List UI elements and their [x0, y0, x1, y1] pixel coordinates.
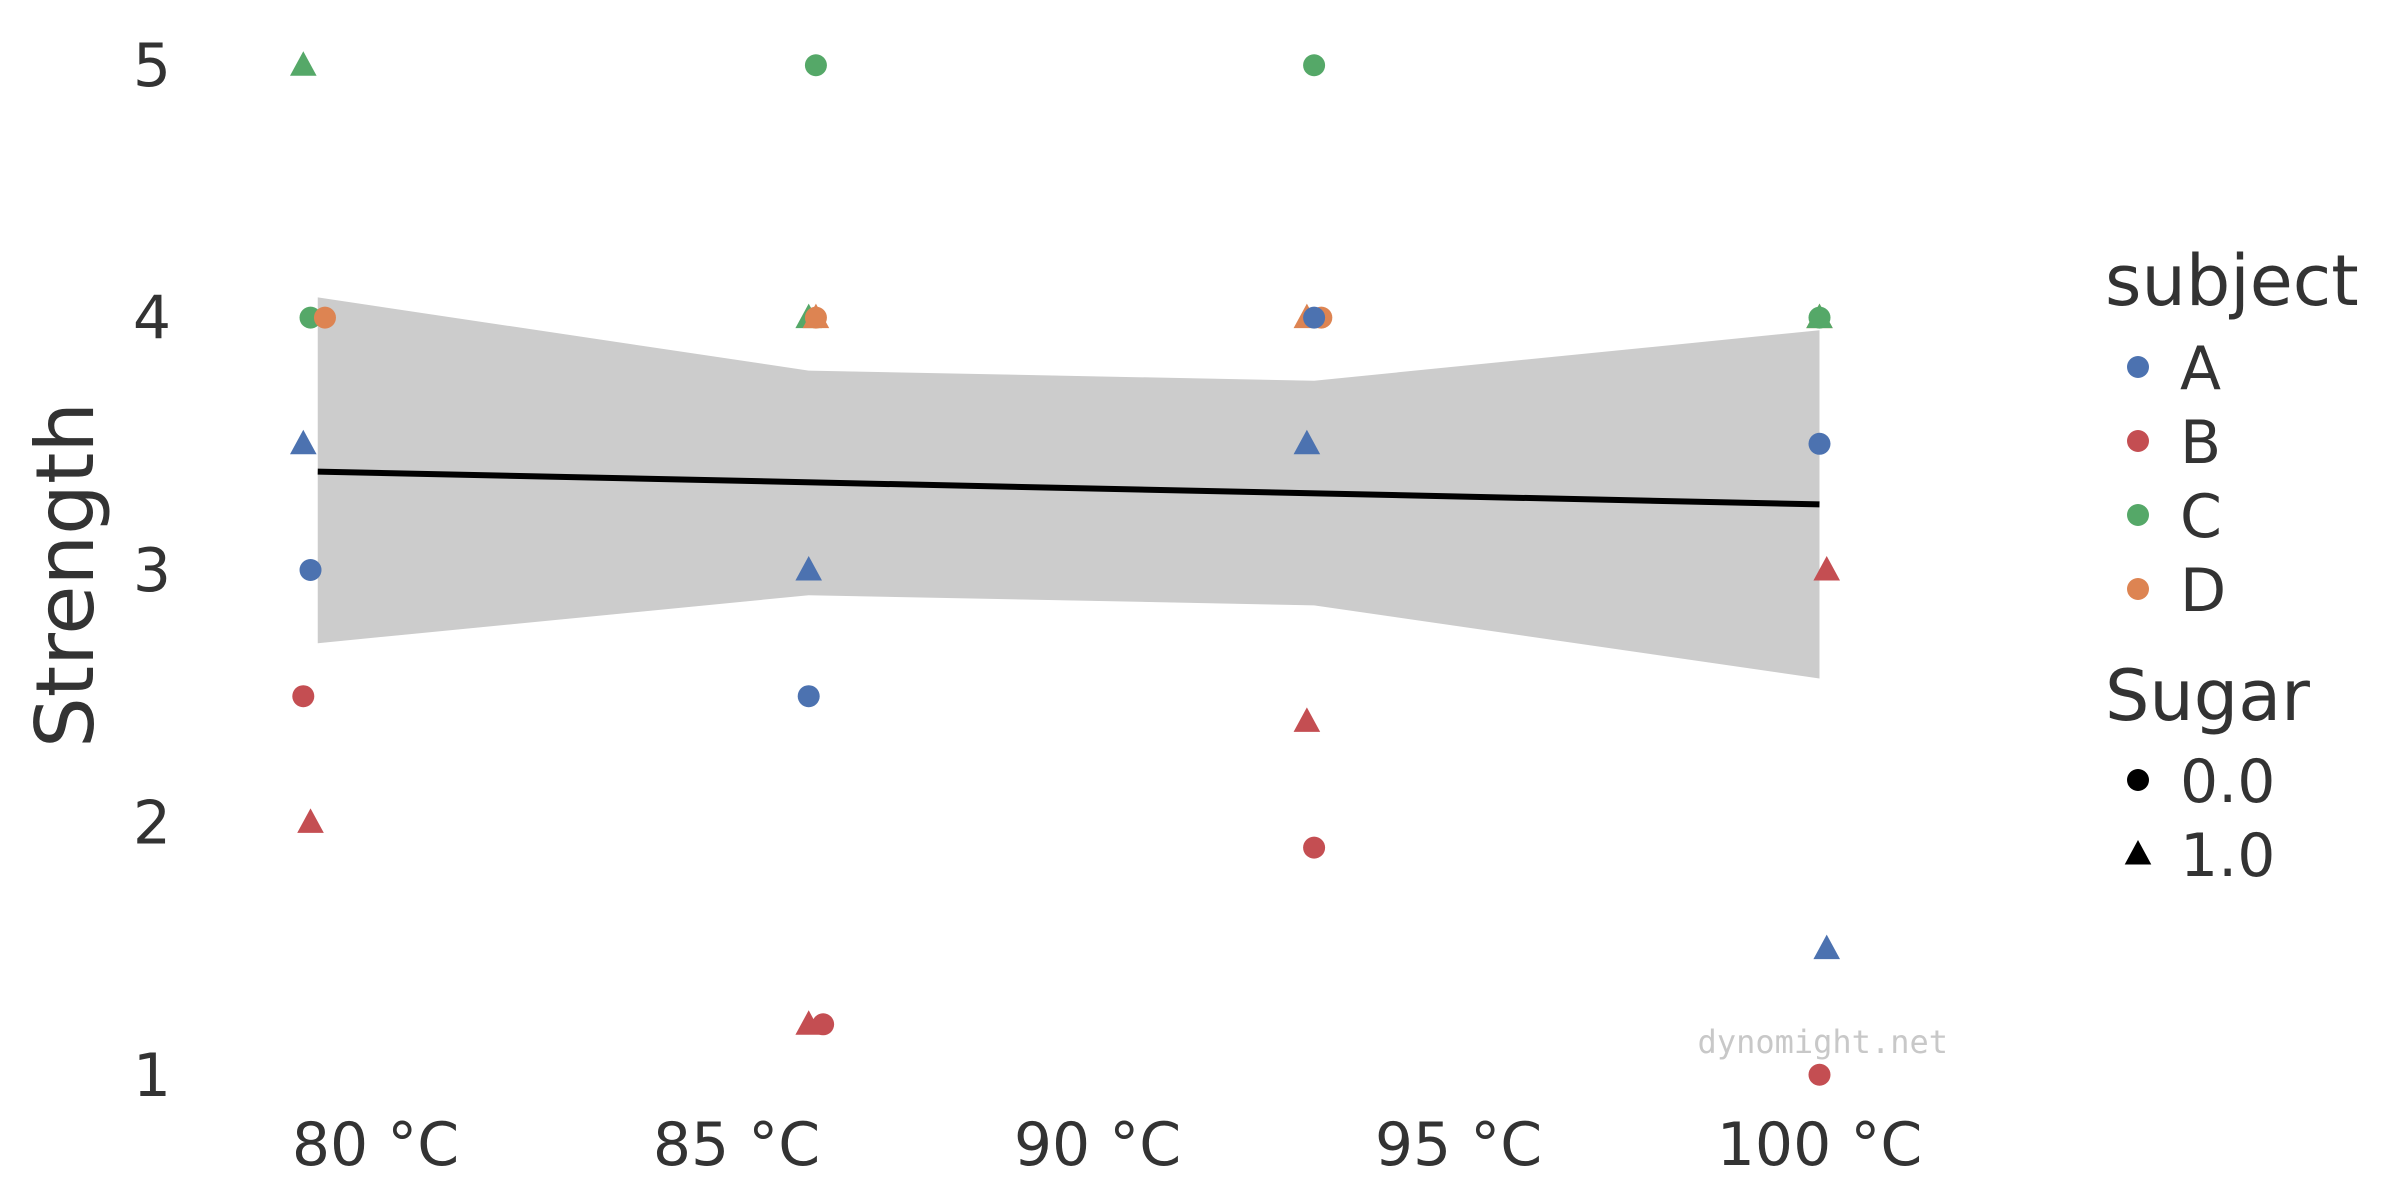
legend-marker-d [2127, 578, 2149, 600]
data-point-a-nosugar [797, 685, 820, 708]
data-point-a-sugar [1293, 429, 1321, 455]
x-axis-ticks: 80 °C 85 °C 90 °C 95 °C 100 °C [292, 1110, 1922, 1180]
data-point-a-sugar [1813, 934, 1841, 960]
legend-marker-b [2127, 430, 2149, 452]
x-tick-label: 95 °C [1375, 1110, 1542, 1180]
y-axis-title: Strength [19, 402, 112, 748]
legend-marker-sugar-1-0 [2124, 840, 2152, 865]
y-tick-label: 4 [133, 284, 171, 354]
y-axis-ticks: 1 2 3 4 5 [133, 31, 171, 1111]
data-point-a-nosugar [1303, 306, 1326, 329]
data-point-a-sugar [795, 556, 822, 581]
x-tick-label: 100 °C [1717, 1110, 1923, 1180]
x-tick-label: 90 °C [1014, 1110, 1181, 1180]
legend-label-sugar: 1.0 [2180, 821, 2275, 891]
regression-line [317, 468, 1820, 508]
legend-label-b: B [2180, 408, 2221, 478]
legend-marker-sugar-0-0 [2127, 769, 2149, 791]
legend-label-d: D [2180, 556, 2226, 626]
data-point-b-sugar [1813, 556, 1841, 581]
data-points-layer [290, 51, 1841, 1086]
y-tick-label: 1 [133, 1041, 171, 1111]
data-point-b-nosugar [812, 1013, 835, 1036]
data-point-b-sugar [1293, 707, 1321, 732]
y-tick-label: 5 [133, 31, 171, 101]
data-point-c-sugar [290, 51, 317, 76]
data-point-a-nosugar [299, 559, 322, 581]
watermark-text: dynomight.net [1698, 1023, 1948, 1061]
data-point-d-nosugar [313, 306, 336, 329]
legend-label-sugar: 0.0 [2180, 747, 2275, 817]
data-point-c-nosugar [1303, 54, 1326, 77]
y-tick-label: 2 [133, 788, 171, 858]
data-point-b-nosugar [292, 685, 315, 708]
data-point-a-nosugar [1808, 432, 1831, 455]
data-point-c-nosugar [1808, 306, 1831, 329]
legend-title-sugar: Sugar [2105, 655, 2310, 737]
data-point-b-sugar [297, 808, 324, 833]
legend-marker-a [2127, 356, 2149, 378]
regression-line-layer [317, 468, 1820, 508]
data-point-b-nosugar [1808, 1063, 1831, 1086]
y-tick-label: 3 [133, 536, 171, 606]
legend-title-subject: subject [2105, 240, 2359, 322]
data-point-a-sugar [290, 429, 317, 455]
legend-label-a: A [2180, 334, 2221, 404]
data-point-d-nosugar [804, 306, 827, 329]
data-point-b-nosugar [1303, 836, 1326, 859]
legend-label-c: C [2180, 482, 2222, 552]
x-tick-label: 80 °C [292, 1110, 459, 1180]
data-point-c-nosugar [804, 54, 827, 77]
x-tick-label: 85 °C [653, 1110, 820, 1180]
legend-marker-c [2127, 504, 2149, 526]
